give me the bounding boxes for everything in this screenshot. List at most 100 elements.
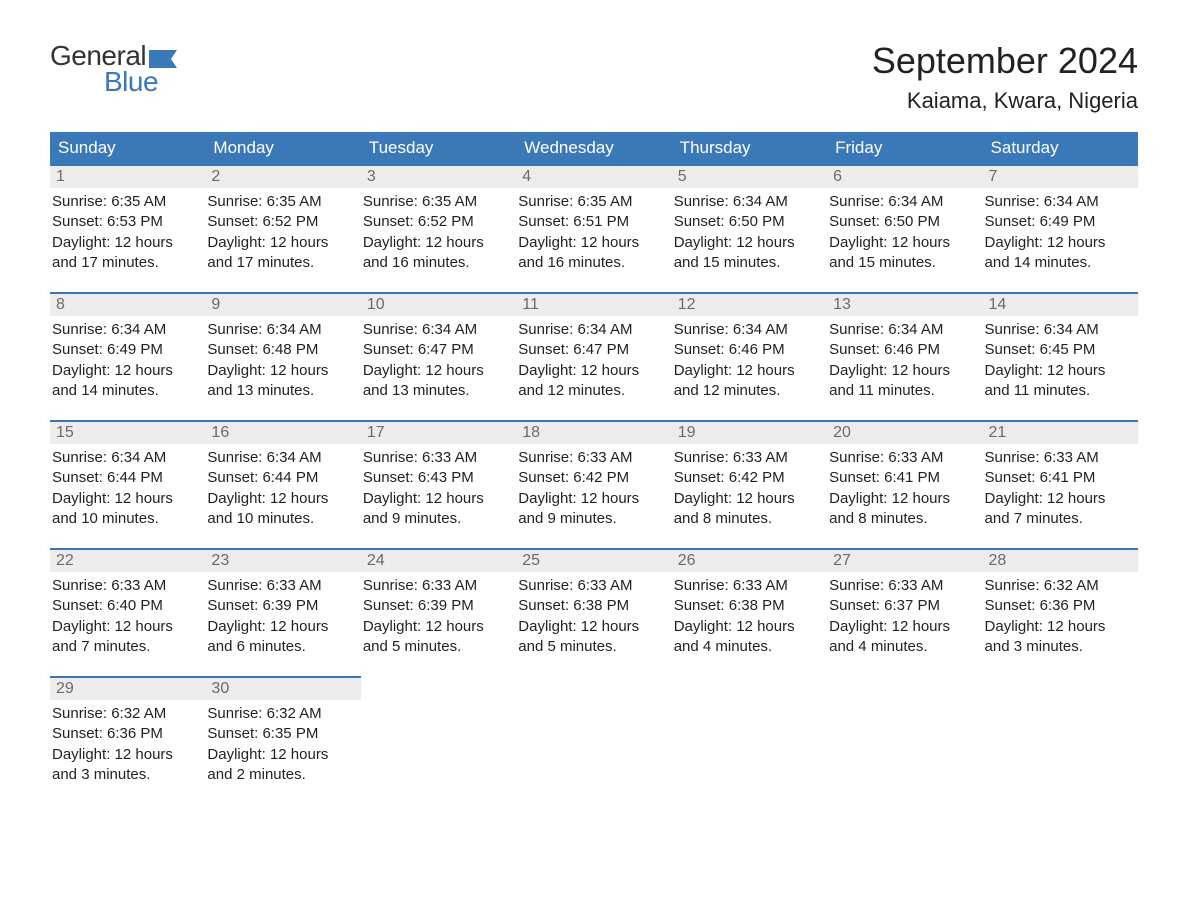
calendar-day-cell: 3Sunrise: 6:35 AMSunset: 6:52 PMDaylight… bbox=[361, 164, 516, 292]
location: Kaiama, Kwara, Nigeria bbox=[872, 88, 1138, 114]
day-daylight1: Daylight: 12 hours bbox=[52, 617, 203, 637]
day-sunrise: Sunrise: 6:33 AM bbox=[674, 448, 825, 468]
calendar-day-cell bbox=[827, 676, 982, 804]
day-number: 23 bbox=[205, 550, 360, 572]
day-data: Sunrise: 6:33 AMSunset: 6:37 PMDaylight:… bbox=[827, 572, 982, 657]
day-data: Sunrise: 6:35 AMSunset: 6:51 PMDaylight:… bbox=[516, 188, 671, 273]
day-sunrise: Sunrise: 6:34 AM bbox=[363, 320, 514, 340]
calendar-day-cell: 6Sunrise: 6:34 AMSunset: 6:50 PMDaylight… bbox=[827, 164, 982, 292]
day-sunset: Sunset: 6:53 PM bbox=[52, 212, 203, 232]
day-sunrise: Sunrise: 6:33 AM bbox=[985, 448, 1136, 468]
day-number: 27 bbox=[827, 550, 982, 572]
day-daylight1: Daylight: 12 hours bbox=[985, 233, 1136, 253]
day-data: Sunrise: 6:33 AMSunset: 6:42 PMDaylight:… bbox=[516, 444, 671, 529]
day-daylight2: and 13 minutes. bbox=[207, 381, 358, 401]
calendar-day-cell bbox=[361, 676, 516, 804]
day-sunset: Sunset: 6:37 PM bbox=[829, 596, 980, 616]
calendar-week-row: 29Sunrise: 6:32 AMSunset: 6:36 PMDayligh… bbox=[50, 676, 1138, 804]
day-sunrise: Sunrise: 6:32 AM bbox=[985, 576, 1136, 596]
day-sunrise: Sunrise: 6:33 AM bbox=[207, 576, 358, 596]
day-data: Sunrise: 6:33 AMSunset: 6:38 PMDaylight:… bbox=[516, 572, 671, 657]
calendar-week-row: 8Sunrise: 6:34 AMSunset: 6:49 PMDaylight… bbox=[50, 292, 1138, 420]
calendar-day-cell: 8Sunrise: 6:34 AMSunset: 6:49 PMDaylight… bbox=[50, 292, 205, 420]
day-daylight2: and 11 minutes. bbox=[985, 381, 1136, 401]
day-data: Sunrise: 6:34 AMSunset: 6:49 PMDaylight:… bbox=[983, 188, 1138, 273]
day-data: Sunrise: 6:33 AMSunset: 6:39 PMDaylight:… bbox=[361, 572, 516, 657]
month-title: September 2024 bbox=[872, 40, 1138, 82]
day-sunset: Sunset: 6:39 PM bbox=[363, 596, 514, 616]
calendar-table: Sunday Monday Tuesday Wednesday Thursday… bbox=[50, 132, 1138, 804]
day-sunrise: Sunrise: 6:34 AM bbox=[985, 320, 1136, 340]
day-data: Sunrise: 6:34 AMSunset: 6:45 PMDaylight:… bbox=[983, 316, 1138, 401]
day-daylight1: Daylight: 12 hours bbox=[207, 489, 358, 509]
day-data: Sunrise: 6:32 AMSunset: 6:36 PMDaylight:… bbox=[50, 700, 205, 785]
day-daylight2: and 6 minutes. bbox=[207, 637, 358, 657]
day-sunset: Sunset: 6:35 PM bbox=[207, 724, 358, 744]
day-daylight2: and 2 minutes. bbox=[207, 765, 358, 785]
calendar-day-cell: 21Sunrise: 6:33 AMSunset: 6:41 PMDayligh… bbox=[983, 420, 1138, 548]
day-number: 17 bbox=[361, 422, 516, 444]
day-number: 22 bbox=[50, 550, 205, 572]
day-sunrise: Sunrise: 6:32 AM bbox=[207, 704, 358, 724]
day-sunset: Sunset: 6:46 PM bbox=[674, 340, 825, 360]
day-daylight1: Daylight: 12 hours bbox=[985, 489, 1136, 509]
day-data: Sunrise: 6:34 AMSunset: 6:44 PMDaylight:… bbox=[50, 444, 205, 529]
day-daylight2: and 4 minutes. bbox=[674, 637, 825, 657]
day-daylight2: and 5 minutes. bbox=[363, 637, 514, 657]
day-number: 9 bbox=[205, 294, 360, 316]
day-daylight1: Daylight: 12 hours bbox=[674, 233, 825, 253]
calendar-day-cell: 25Sunrise: 6:33 AMSunset: 6:38 PMDayligh… bbox=[516, 548, 671, 676]
calendar-day-cell: 29Sunrise: 6:32 AMSunset: 6:36 PMDayligh… bbox=[50, 676, 205, 804]
day-data: Sunrise: 6:33 AMSunset: 6:42 PMDaylight:… bbox=[672, 444, 827, 529]
day-data: Sunrise: 6:33 AMSunset: 6:38 PMDaylight:… bbox=[672, 572, 827, 657]
day-data: Sunrise: 6:35 AMSunset: 6:52 PMDaylight:… bbox=[205, 188, 360, 273]
day-daylight1: Daylight: 12 hours bbox=[829, 489, 980, 509]
day-daylight2: and 14 minutes. bbox=[52, 381, 203, 401]
day-daylight2: and 14 minutes. bbox=[985, 253, 1136, 273]
day-data: Sunrise: 6:35 AMSunset: 6:52 PMDaylight:… bbox=[361, 188, 516, 273]
calendar-day-cell: 16Sunrise: 6:34 AMSunset: 6:44 PMDayligh… bbox=[205, 420, 360, 548]
calendar-day-cell: 18Sunrise: 6:33 AMSunset: 6:42 PMDayligh… bbox=[516, 420, 671, 548]
day-sunrise: Sunrise: 6:34 AM bbox=[985, 192, 1136, 212]
logo-text-blue: Blue bbox=[104, 66, 158, 98]
day-daylight2: and 17 minutes. bbox=[52, 253, 203, 273]
day-number: 4 bbox=[516, 166, 671, 188]
day-sunset: Sunset: 6:49 PM bbox=[52, 340, 203, 360]
day-data: Sunrise: 6:33 AMSunset: 6:39 PMDaylight:… bbox=[205, 572, 360, 657]
calendar-day-cell: 1Sunrise: 6:35 AMSunset: 6:53 PMDaylight… bbox=[50, 164, 205, 292]
title-block: September 2024 Kaiama, Kwara, Nigeria bbox=[872, 40, 1138, 114]
day-daylight2: and 16 minutes. bbox=[363, 253, 514, 273]
day-daylight1: Daylight: 12 hours bbox=[829, 361, 980, 381]
day-daylight1: Daylight: 12 hours bbox=[207, 361, 358, 381]
day-number: 7 bbox=[983, 166, 1138, 188]
day-sunset: Sunset: 6:42 PM bbox=[674, 468, 825, 488]
day-sunrise: Sunrise: 6:34 AM bbox=[52, 320, 203, 340]
day-sunset: Sunset: 6:47 PM bbox=[518, 340, 669, 360]
day-daylight1: Daylight: 12 hours bbox=[207, 745, 358, 765]
day-number: 1 bbox=[50, 166, 205, 188]
calendar-day-cell: 11Sunrise: 6:34 AMSunset: 6:47 PMDayligh… bbox=[516, 292, 671, 420]
calendar-day-cell: 12Sunrise: 6:34 AMSunset: 6:46 PMDayligh… bbox=[672, 292, 827, 420]
calendar-week-row: 22Sunrise: 6:33 AMSunset: 6:40 PMDayligh… bbox=[50, 548, 1138, 676]
day-number: 14 bbox=[983, 294, 1138, 316]
day-sunset: Sunset: 6:43 PM bbox=[363, 468, 514, 488]
day-number: 28 bbox=[983, 550, 1138, 572]
day-daylight2: and 7 minutes. bbox=[985, 509, 1136, 529]
day-daylight2: and 10 minutes. bbox=[52, 509, 203, 529]
day-sunset: Sunset: 6:52 PM bbox=[363, 212, 514, 232]
day-sunrise: Sunrise: 6:33 AM bbox=[518, 576, 669, 596]
day-data: Sunrise: 6:34 AMSunset: 6:46 PMDaylight:… bbox=[672, 316, 827, 401]
day-data: Sunrise: 6:33 AMSunset: 6:41 PMDaylight:… bbox=[827, 444, 982, 529]
day-header: Thursday bbox=[672, 132, 827, 164]
day-daylight1: Daylight: 12 hours bbox=[207, 617, 358, 637]
day-daylight2: and 16 minutes. bbox=[518, 253, 669, 273]
day-data: Sunrise: 6:34 AMSunset: 6:48 PMDaylight:… bbox=[205, 316, 360, 401]
day-data: Sunrise: 6:32 AMSunset: 6:35 PMDaylight:… bbox=[205, 700, 360, 785]
day-daylight2: and 3 minutes. bbox=[52, 765, 203, 785]
page-header: General Blue September 2024 Kaiama, Kwar… bbox=[50, 40, 1138, 114]
day-daylight2: and 15 minutes. bbox=[829, 253, 980, 273]
calendar-day-cell bbox=[516, 676, 671, 804]
calendar-day-cell bbox=[672, 676, 827, 804]
day-sunrise: Sunrise: 6:35 AM bbox=[52, 192, 203, 212]
day-daylight1: Daylight: 12 hours bbox=[985, 617, 1136, 637]
